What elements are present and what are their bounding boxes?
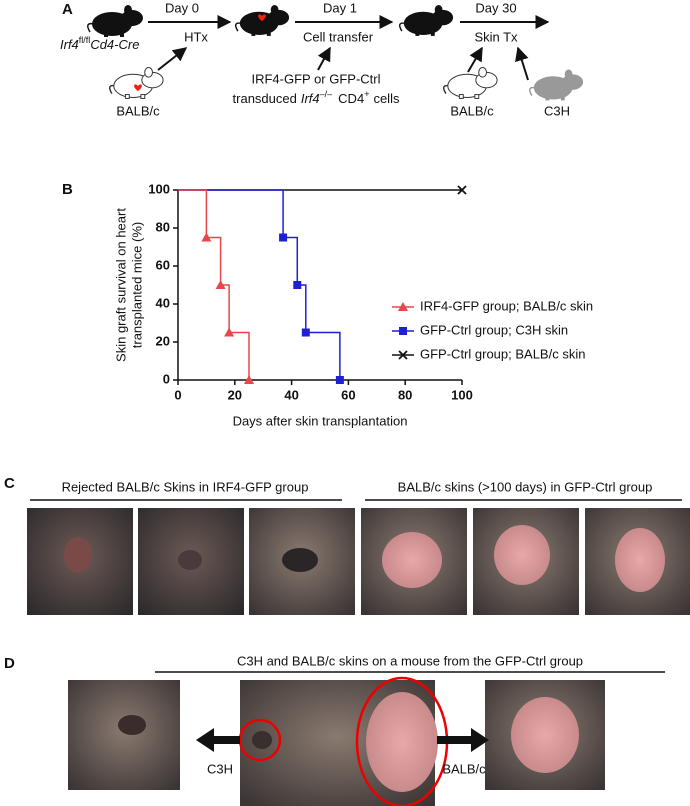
cells-label: transduced Irf4–/– CD4+ cells — [233, 89, 400, 106]
marker — [215, 280, 226, 289]
graft — [615, 528, 665, 592]
panel-label: B — [62, 181, 73, 198]
mouse-icon — [108, 66, 164, 100]
graft — [494, 525, 550, 585]
group-header: Rejected BALB/c Skins in IRF4-GFP group — [62, 479, 309, 494]
y-tick-label: 20 — [156, 333, 170, 348]
arrow — [157, 47, 188, 71]
marker — [279, 233, 288, 242]
arrow — [317, 46, 331, 71]
x-tick-label: 40 — [284, 387, 298, 402]
x-tick-label: 60 — [341, 387, 355, 402]
step-label: Day 0 — [165, 0, 199, 15]
step-label: Cell transfer — [303, 29, 374, 44]
x-tick-label: 20 — [228, 387, 242, 402]
arrow — [196, 728, 240, 752]
mouse-icon — [398, 4, 454, 37]
graft — [118, 715, 146, 735]
panel-label: A — [62, 1, 73, 18]
x-tick-label: 80 — [398, 387, 412, 402]
mouse-label: BALB/c — [116, 103, 160, 118]
text: cells — [373, 91, 400, 106]
mouse-label: C3H — [544, 103, 570, 118]
y-tick-label: 100 — [148, 181, 170, 196]
heart — [134, 84, 142, 91]
arrow — [515, 46, 529, 81]
marker — [335, 376, 344, 384]
y-axis-label: Skin graft survival on heart — [113, 208, 128, 362]
legend-marker — [398, 302, 408, 311]
legend-marker — [398, 350, 408, 360]
marker — [244, 375, 254, 384]
mouse-icon — [528, 68, 584, 102]
arrow — [467, 46, 483, 73]
superscript: fl/fl — [79, 35, 91, 45]
y-tick-label: 0 — [163, 371, 170, 386]
mouse-label: BALB/c — [450, 103, 494, 118]
gene: Irf4 — [60, 37, 79, 52]
y-tick-label: 60 — [156, 257, 170, 272]
y-tick-label: 40 — [156, 295, 170, 310]
legend-label: IRF4-GFP group; BALB/c skin — [420, 298, 593, 313]
cells-label: IRF4-GFP or GFP-Ctrl — [251, 71, 380, 86]
marker — [293, 281, 302, 289]
photo — [68, 680, 180, 790]
mouse-icon — [87, 4, 144, 38]
legend-label: GFP-Ctrl group; C3H skin — [420, 322, 568, 337]
panel-label: C — [4, 475, 15, 492]
graft — [366, 692, 438, 792]
step-label: Day 1 — [323, 0, 357, 15]
panel-a: A Day 0 HTx Day 1 Cell transfer Day 30 S… — [60, 0, 584, 118]
panel-b: B 0 20 40 60 80 100 0 20 40 60 80 100 Days after ski… — [62, 181, 593, 428]
marker — [457, 185, 467, 195]
y-axis-label: transplanted mice (%) — [129, 222, 144, 348]
graft — [64, 537, 92, 573]
panel-label: D — [4, 655, 15, 672]
heart — [258, 14, 266, 21]
step-label: Day 30 — [475, 0, 516, 15]
panel-d: D C3H and BALB/c skins on a mouse from t… — [4, 653, 665, 806]
survival-line — [178, 189, 341, 380]
group-header: C3H and BALB/c skins on a mouse from the… — [237, 653, 583, 668]
graft — [178, 550, 202, 570]
text: CD4 — [338, 91, 364, 106]
legend-marker — [399, 327, 407, 335]
graft — [511, 697, 579, 773]
arrow-label: BALB/c — [442, 761, 486, 776]
group-header: BALB/c skins (>100 days) in GFP-Ctrl gro… — [398, 479, 653, 494]
x-tick-label: 0 — [174, 387, 181, 402]
panel-c: C Rejected BALB/c Skins in IRF4-GFP grou… — [4, 475, 690, 615]
step-label: Skin Tx — [474, 29, 518, 44]
text: transduced — [233, 91, 297, 106]
x-tick-label: 100 — [451, 387, 473, 402]
arrow-label: C3H — [207, 761, 233, 776]
legend-label: GFP-Ctrl group; BALB/c skin — [420, 346, 585, 361]
y-tick-label: 80 — [156, 219, 170, 234]
step-label: HTx — [184, 29, 208, 44]
arrow — [437, 728, 489, 752]
survival-line — [178, 189, 250, 380]
cre: Cd4-Cre — [90, 37, 139, 52]
superscript: –/– — [320, 89, 333, 99]
gene: Irf4 — [301, 91, 320, 106]
x-axis-label: Days after skin transplantation — [233, 413, 408, 428]
mouse-icon — [442, 66, 498, 100]
marker — [224, 327, 235, 337]
marker — [201, 232, 212, 242]
recipient-label: Irf4fl/flCd4-Cre — [60, 35, 139, 52]
marker — [301, 328, 310, 337]
graft — [382, 532, 442, 588]
graft — [252, 731, 272, 749]
graft — [282, 548, 318, 572]
superscript: + — [364, 89, 369, 99]
